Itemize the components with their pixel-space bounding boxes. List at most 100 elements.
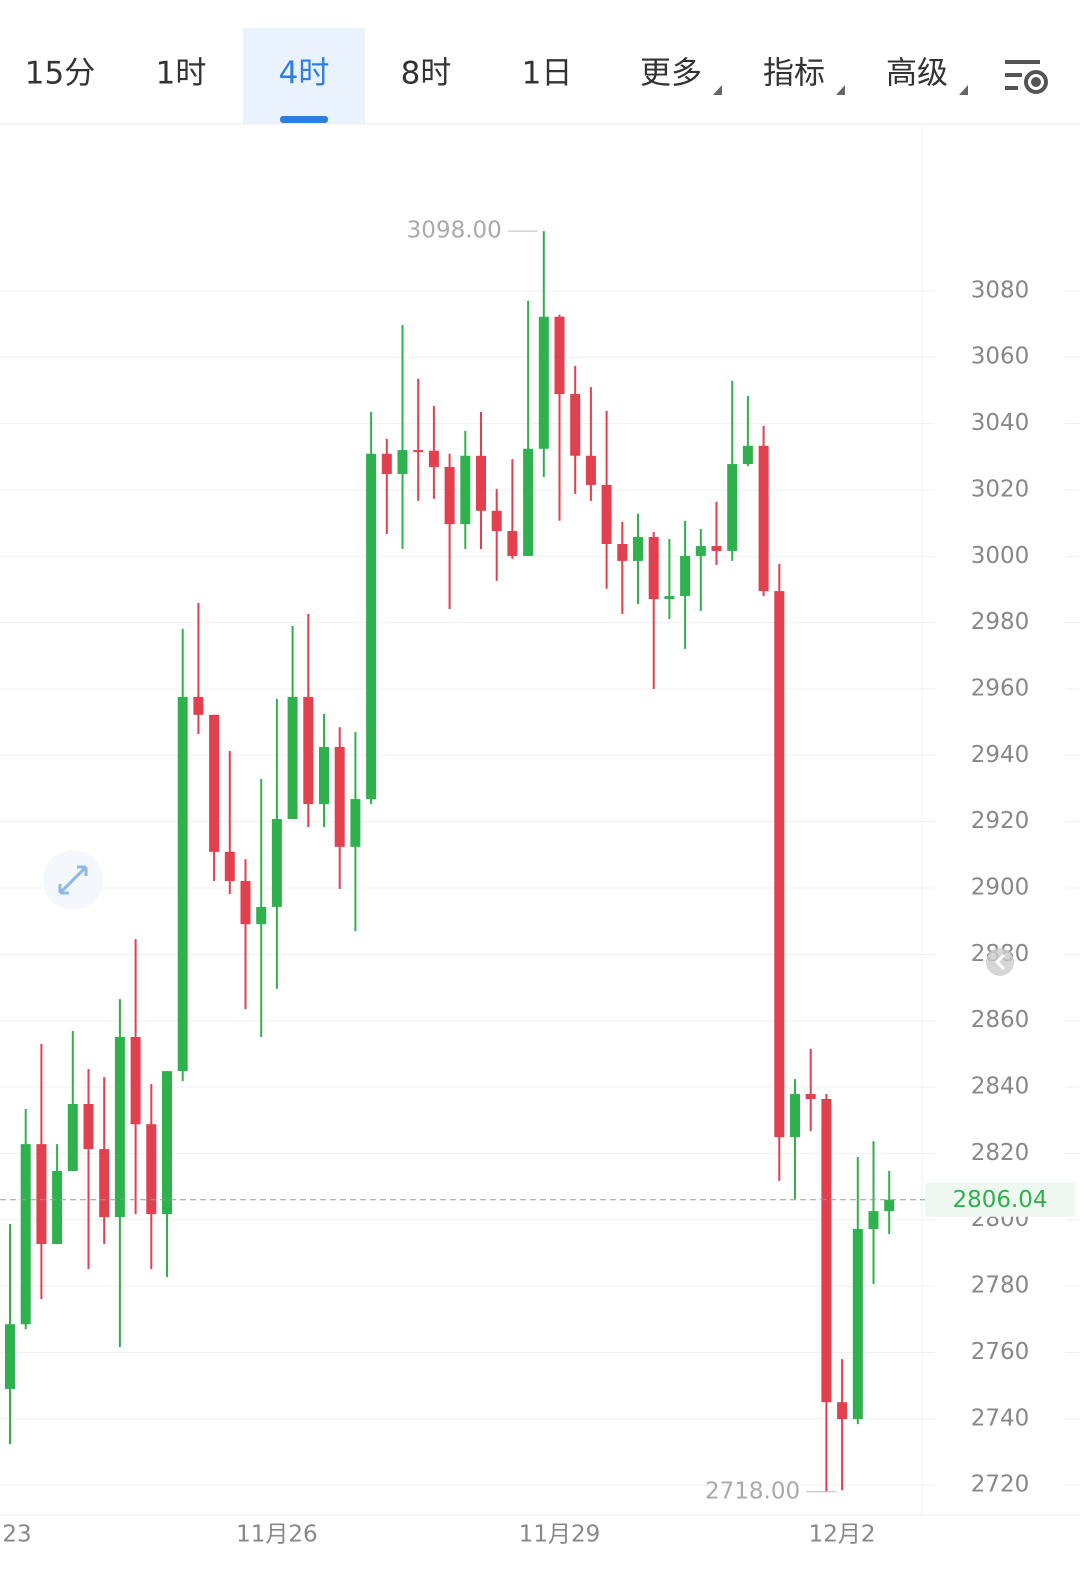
y-tick-label: 3020 [971,476,1030,502]
y-tick-label: 3080 [971,277,1030,303]
candle-body [256,906,267,925]
candle-body [193,696,204,715]
candle-body [334,747,345,847]
candle-body [350,799,361,847]
candle-body [52,1170,63,1244]
x-tick-label: 12月2 [809,1522,876,1548]
y-tick-label: 3040 [971,410,1030,436]
tab[interactable]: 1时 [156,56,207,92]
active-tab-bg [243,28,365,124]
candle-body [837,1402,848,1420]
candle-body [83,1103,94,1150]
tab[interactable]: 1日 [522,56,573,92]
candle-body [585,455,596,485]
candle-body [852,1229,863,1420]
candle-body [476,455,486,511]
candle-body [240,881,251,925]
candle-body [868,1211,879,1230]
tab[interactable]: 4时 [279,56,330,92]
candle-body [601,484,612,544]
tab[interactable]: 指标 [763,56,825,92]
candle-body [680,555,691,597]
candle-body [790,1094,800,1138]
y-tick-label: 2740 [971,1405,1030,1431]
candle-body [758,445,769,592]
active-tab-indicator [280,116,328,123]
candle-body [491,510,502,532]
tab-bar: 15分 1时 4时 8时 1日 更多 指标 高级 [25,56,968,95]
y-tick-label: 2780 [971,1273,1030,1299]
candle-body [381,453,392,474]
candle-body [554,316,565,395]
x-tick-label: 11月29 [519,1522,601,1548]
dropdown-arrow [713,85,722,95]
tab[interactable]: 更多 [640,56,702,92]
tab[interactable]: 高级 [886,56,948,92]
y-tick-label: 2760 [971,1339,1030,1365]
candle-body [413,450,424,453]
min-label: 2718.00 [705,1478,800,1504]
y-tick-label: 2920 [971,808,1030,834]
candle-body [538,316,549,449]
y-tick-label: 2820 [971,1140,1030,1166]
candle-body [617,543,628,561]
candle-body [146,1124,157,1215]
y-tick-label: 2720 [971,1472,1030,1498]
candle-body [162,1071,172,1215]
candle-body [130,1036,141,1125]
candle-body [366,453,377,800]
candle-body [821,1098,832,1403]
scroll-button[interactable] [986,948,1014,976]
y-tick-label: 2840 [971,1074,1030,1100]
candle-body [523,448,534,556]
max-label: 3098.00 [407,218,502,244]
candle-body [727,464,738,551]
candle-body [507,531,518,556]
x-tick-label: 23 [2,1522,31,1548]
candle-body [774,591,785,1138]
candle-body [67,1103,78,1171]
candle-body [224,851,235,882]
tab[interactable]: 8时 [401,56,452,92]
last-price-box [925,1182,1075,1217]
dropdown-arrow [959,85,968,95]
y-tick-label: 3000 [971,543,1030,569]
candle-body [444,467,455,525]
candle-body [884,1199,895,1212]
candle-body [664,596,675,600]
dropdown-arrow [836,85,845,95]
candle-body [303,696,314,805]
x-tick-label: 11月26 [236,1522,318,1548]
candle-body [20,1144,31,1325]
candle-body [460,455,471,525]
y-tick-label: 2900 [971,875,1030,901]
candle-body [209,714,220,852]
candle-body [633,537,643,561]
y-tick-label: 2940 [971,742,1030,768]
candle-body [570,394,581,456]
candle-body [742,445,753,465]
candle-body [99,1149,110,1218]
last-price-label: 2806.04 [952,1187,1047,1213]
chart: 2720274027602780280028202840286028802900… [0,218,1080,1548]
candle-body [177,696,188,1072]
y-tick-label: 2860 [971,1007,1030,1033]
candle-body [287,696,298,820]
y-tick-label: 2980 [971,609,1030,635]
tab[interactable]: 15分 [25,56,95,92]
candle-body [695,545,706,556]
y-tick-label: 2960 [971,675,1030,701]
candle-body [648,537,659,600]
candle-body [319,747,329,805]
candle-body [114,1036,125,1218]
candle-body [36,1144,47,1244]
expand-button[interactable] [43,850,103,910]
candle-body [5,1324,15,1389]
candle-body [711,545,722,551]
y-tick-label: 3060 [971,344,1030,370]
candle-body [271,819,282,907]
candle-body [805,1094,816,1099]
candle-body [428,450,439,468]
settings-icon[interactable] [1005,60,1048,94]
